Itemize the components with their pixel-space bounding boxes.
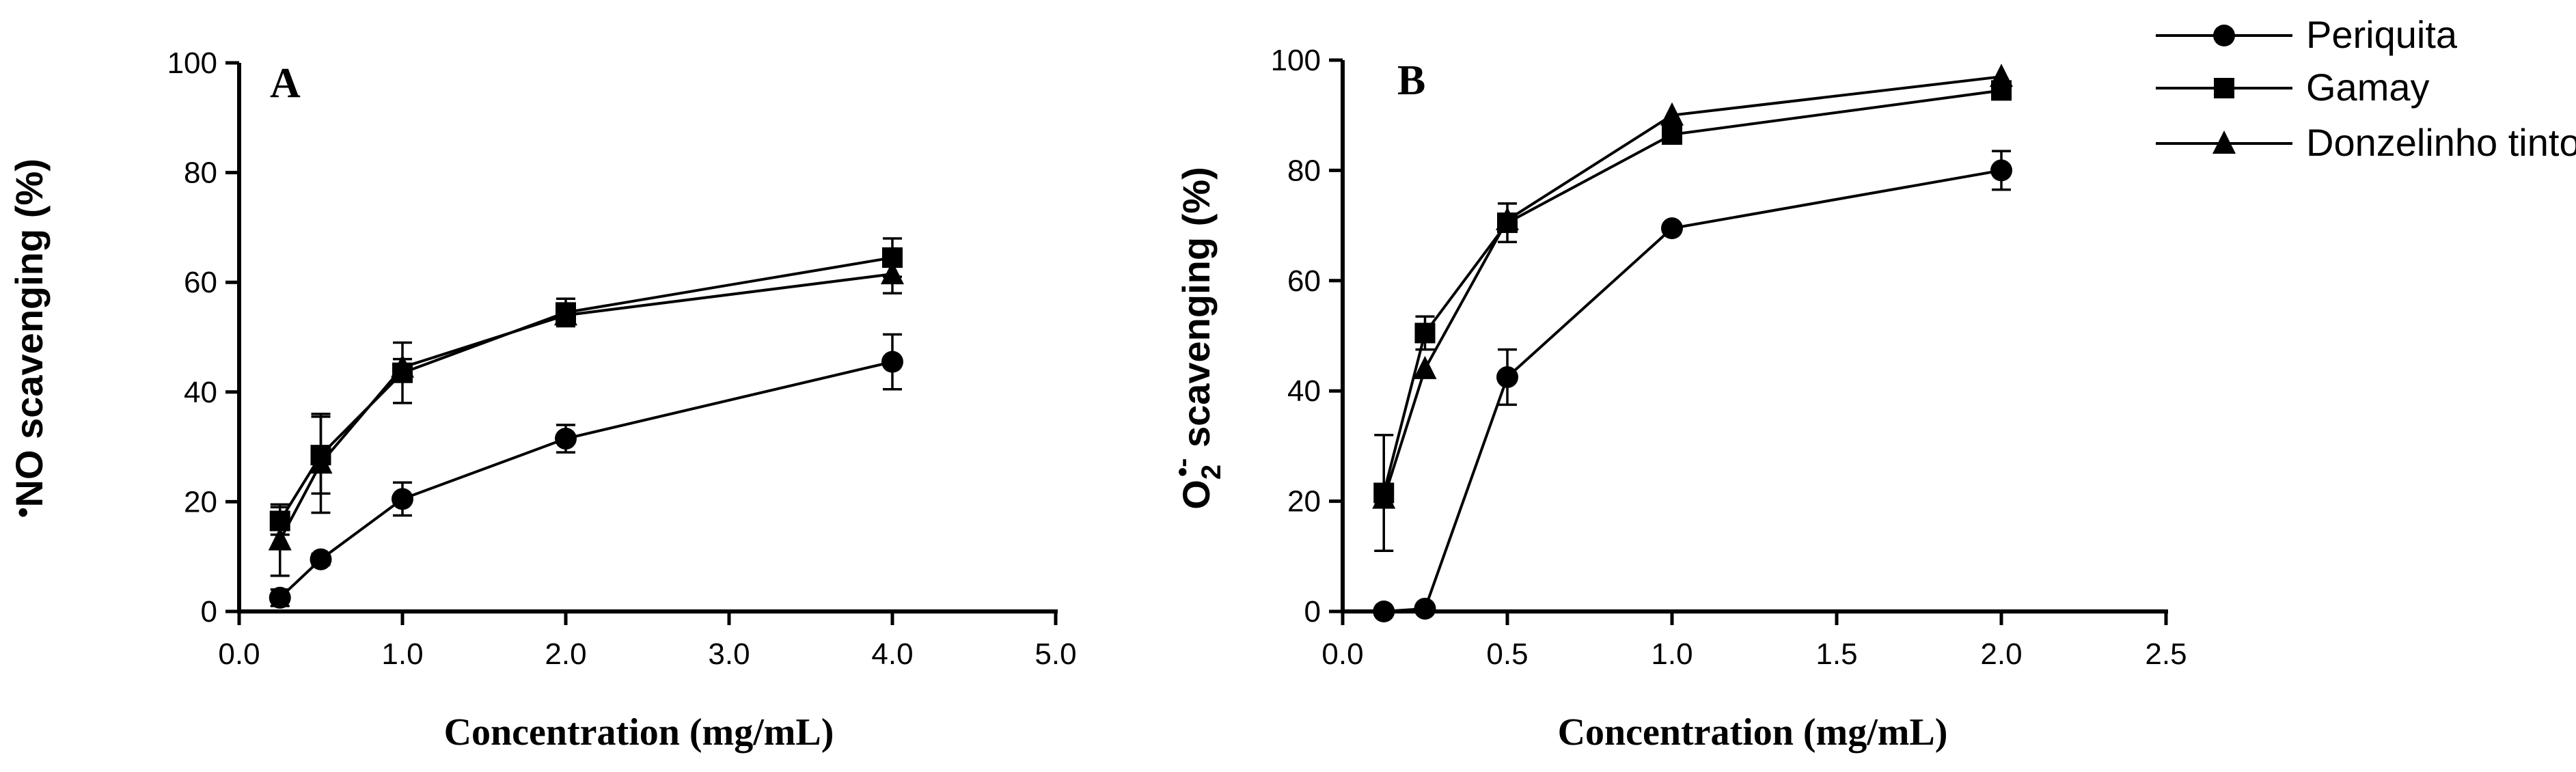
panel-a-y-tick-label: 100 [167, 46, 217, 80]
panel-a-y-axis-title-dot: • [6, 507, 40, 517]
panel-b-y-tick-label: 80 [1287, 154, 1321, 187]
panel-a-point-donzelinho-tinto [268, 527, 292, 551]
panel-b-point-donzelinho-tinto [1660, 102, 1684, 126]
panel-b-y-axis-title-sup: •- [1168, 458, 1198, 477]
panel-a-chart: A Concentration (mg/mL) •NO scavenging (… [6, 46, 1077, 754]
panel-b-y-axis-title-rest: scavenging (%) [1175, 167, 1218, 458]
panel-a-y-tick-label: 0 [201, 595, 217, 629]
legend-marker-gamay [2214, 78, 2234, 98]
panel-b-point-periquita [1496, 366, 1518, 389]
panel-a-y-axis-title-text: NO scavenging (%) [8, 158, 51, 507]
panel-a-series-line-gamay [279, 256, 893, 522]
panel-b-y-axis-title-base: O [1175, 480, 1218, 510]
panel-a-point-periquita [310, 548, 332, 570]
panel-a-point-donzelinho-tinto [391, 354, 414, 378]
panel-a-x-tick-label: 3.0 [708, 637, 750, 671]
panel-a-x-tick-label: 1.0 [381, 637, 423, 671]
legend-label-gamay: Gamay [2306, 66, 2430, 109]
panel-b-y-tick-label: 20 [1287, 485, 1321, 519]
panel-a-series-line-periquita [279, 360, 893, 599]
panel-a-x-tick-label: 2.0 [545, 637, 586, 671]
panel-a-point-donzelinho-tinto [881, 261, 904, 285]
panel-b-point-donzelinho-tinto [1990, 64, 2013, 87]
panel-a-point-periquita [555, 428, 577, 450]
panel-a-point-donzelinho-tinto [309, 450, 333, 474]
panel-a-y-tick-label: 20 [184, 485, 217, 519]
panel-b-point-donzelinho-tinto [1496, 207, 1519, 231]
panel-b-point-donzelinho-tinto [1372, 485, 1396, 509]
panel-a-x-tick-label: 0.0 [218, 637, 260, 671]
panel-b-point-periquita [1414, 597, 1436, 620]
legend: Periquita Gamay Donzelinho tinto [2156, 13, 2576, 164]
panel-b-x-tick-label: 0.0 [1321, 637, 1363, 671]
panel-b-x-tick-label: 1.5 [1815, 637, 1857, 671]
panel-b-point-periquita [1990, 159, 2012, 182]
panel-a-y-tick-label: 80 [184, 156, 217, 190]
panel-b-y-tick-label: 0 [1304, 595, 1321, 629]
panel-b-chart: B Concentration (mg/mL) O2•- scavenging … [1168, 44, 2187, 754]
panel-a-x-tick-label: 4.0 [871, 637, 913, 671]
panel-b-point-periquita [1373, 601, 1395, 622]
legend-marker-periquita [2213, 25, 2235, 46]
panel-b-y-tick-label: 60 [1287, 264, 1321, 298]
panel-a-y-tick-label: 60 [184, 266, 217, 299]
panel-b-x-tick-label: 2.0 [1980, 637, 2022, 671]
panel-b-point-gamay [1662, 124, 1682, 145]
panel-b-series-line-periquita [1384, 169, 2002, 613]
panel-b-series-line-gamay [1382, 89, 2002, 493]
legend-marker-donzelinho-tinto [2212, 130, 2236, 154]
panel-a-point-periquita [269, 586, 291, 609]
panel-a-x-tick-label: 5.0 [1034, 637, 1076, 671]
panel-a-point-donzelinho-tinto [554, 302, 577, 326]
panel-a-label: A [270, 60, 301, 107]
panel-a-point-periquita [392, 488, 413, 510]
panel-b-label: B [1397, 57, 1425, 104]
panel-b-series-line-donzelinho-tinto [1382, 75, 2002, 499]
panel-a-series-line-donzelinho-tinto [278, 273, 893, 541]
panel-b-y-axis-title: O2•- scavenging (%) [1168, 167, 1227, 509]
panel-a-y-axis-title: •NO scavenging (%) [6, 158, 51, 518]
panel-b-point-donzelinho-tinto [1413, 355, 1437, 379]
panel-b-x-tick-label: 1.0 [1651, 637, 1693, 671]
legend-label-periquita: Periquita [2306, 13, 2458, 56]
panel-b-y-axis-title-sub: 2 [1196, 465, 1227, 480]
panel-a-point-periquita [881, 350, 903, 373]
panel-b-point-periquita [1661, 217, 1683, 240]
panel-b-y-tick-label: 100 [1271, 44, 1321, 77]
panel-a-y-tick-label: 40 [184, 376, 217, 409]
panel-b-x-axis-title: Concentration (mg/mL) [1558, 711, 1948, 754]
panel-a-x-axis-title: Concentration (mg/mL) [444, 711, 834, 754]
panel-b-x-tick-label: 0.5 [1486, 637, 1528, 671]
panel-b-point-gamay [1414, 322, 1436, 344]
legend-label-donzelinho-tinto: Donzelinho tinto [2306, 121, 2576, 164]
panel-b-y-tick-label: 40 [1287, 374, 1321, 408]
panel-b-x-tick-label: 2.5 [2145, 637, 2187, 671]
